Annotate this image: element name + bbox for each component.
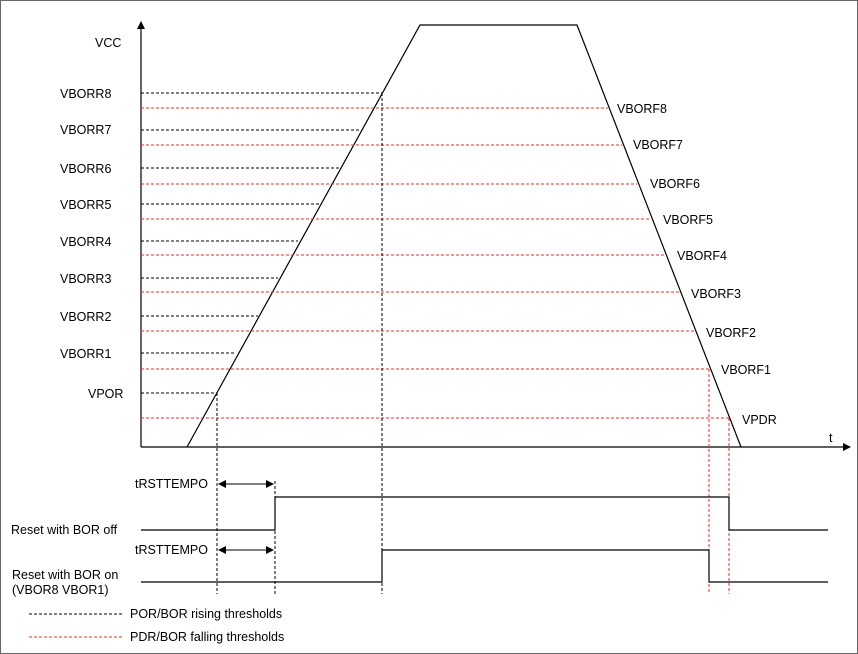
- reset-bor-on: Reset with BOR on (VBOR8 VBOR1): [12, 549, 828, 597]
- label-vborr3: VBORR3: [60, 272, 111, 286]
- label-vpor: VPOR: [88, 387, 123, 401]
- falling-labels: VBORF8 VBORF7 VBORF6 VBORF5 VBORF4 VBORF…: [617, 102, 777, 427]
- label-vborf6: VBORF6: [650, 177, 700, 191]
- legend-falling-label: PDR/BOR falling thresholds: [130, 630, 284, 644]
- label-vborr8: VBORR8: [60, 87, 111, 101]
- label-vborr4: VBORR4: [60, 235, 111, 249]
- label-vborf7: VBORF7: [633, 138, 683, 152]
- legend: POR/BOR rising thresholds PDR/BOR fallin…: [29, 607, 284, 644]
- label-vborf8: VBORF8: [617, 102, 667, 116]
- label-vborr1: VBORR1: [60, 347, 111, 361]
- falling-threshold-lines: [141, 107, 729, 419]
- reset-bor-off: Reset with BOR off: [11, 496, 828, 537]
- label-vborf4: VBORF4: [677, 249, 727, 263]
- reset-bor-off-label: Reset with BOR off: [11, 523, 118, 537]
- trsttempo-dimensions: tRSTTEMPO tRSTTEMPO: [135, 477, 274, 557]
- rising-labels: VBORR8 VBORR7 VBORR6 VBORR5 VBORR4 VBORR…: [60, 87, 123, 401]
- reset-bor-on-sublabel: (VBOR8 VBOR1): [12, 583, 109, 597]
- label-vborf1: VBORF1: [721, 363, 771, 377]
- label-vpdr: VPDR: [742, 413, 777, 427]
- reset-bor-on-label: Reset with BOR on: [12, 568, 118, 582]
- label-vborr6: VBORR6: [60, 162, 111, 176]
- rising-threshold-lines: [141, 92, 382, 394]
- axes: VCC t: [95, 21, 851, 451]
- reset-bor-off-waveform: [141, 496, 828, 531]
- trsttempo-label-1: tRSTTEMPO: [135, 477, 208, 491]
- label-vborr2: VBORR2: [60, 310, 111, 324]
- reset-bor-on-waveform: [141, 549, 828, 583]
- label-vborf3: VBORF3: [691, 287, 741, 301]
- label-vborr7: VBORR7: [60, 123, 111, 137]
- label-vborr5: VBORR5: [60, 198, 111, 212]
- label-vborf2: VBORF2: [706, 326, 756, 340]
- trsttempo-label-2: tRSTTEMPO: [135, 543, 208, 557]
- x-axis-label: t: [829, 431, 833, 445]
- vcc-waveform: [186, 24, 742, 448]
- y-axis-label: VCC: [95, 36, 121, 50]
- legend-rising-label: POR/BOR rising thresholds: [130, 607, 282, 621]
- label-vborf5: VBORF5: [663, 213, 713, 227]
